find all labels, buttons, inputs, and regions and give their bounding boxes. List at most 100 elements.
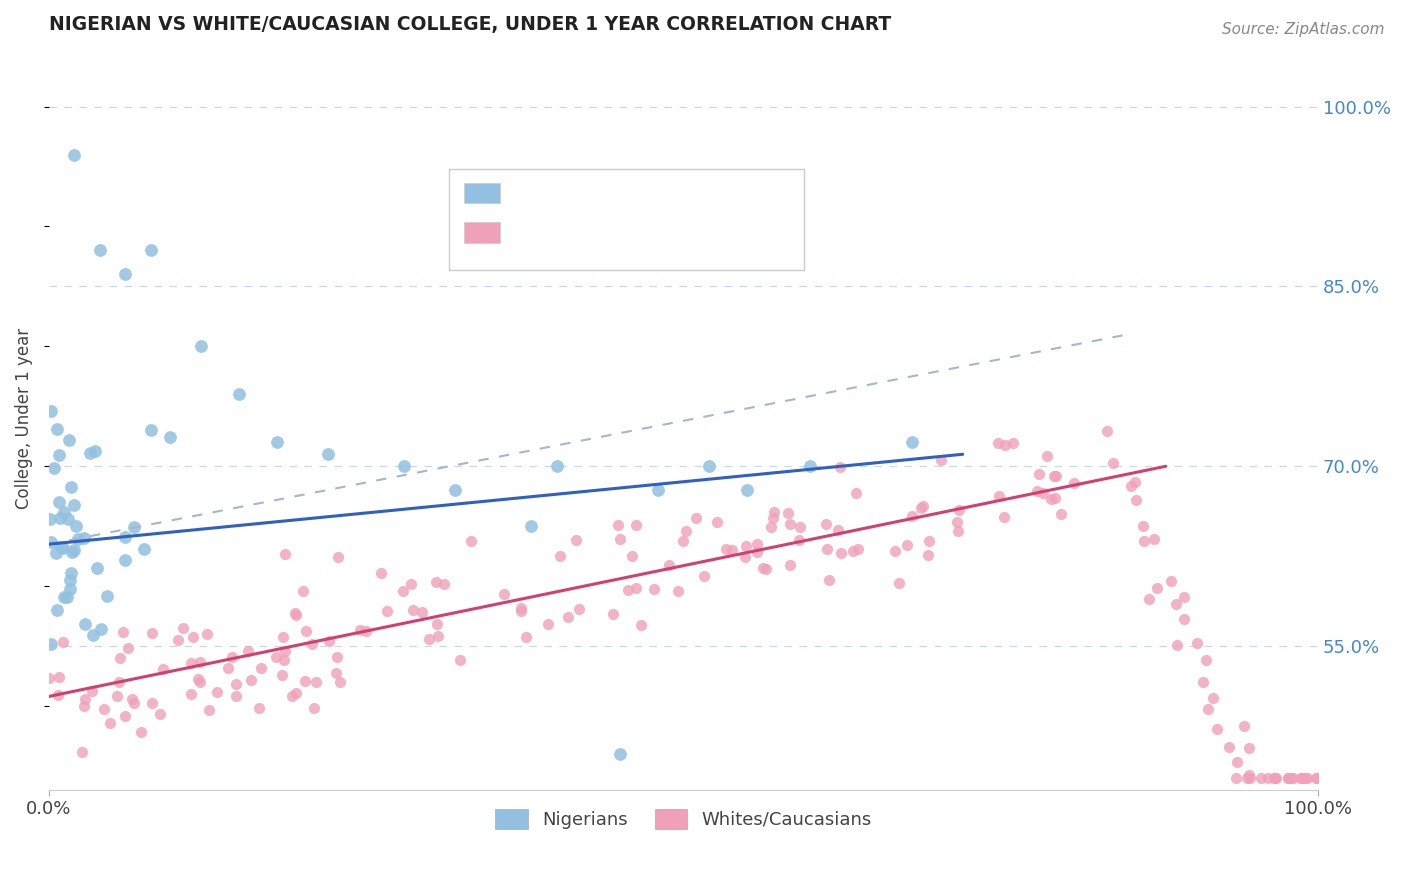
Point (48, 494, 70, 508)
Point (993, 510, 1015, 524)
Point (1032, 486, 1054, 500)
Point (620, 549, 643, 563)
Point (1197, 701, 1219, 715)
Point (375, 604, 398, 618)
Point (62, 545, 84, 559)
Point (1097, 425, 1119, 439)
Point (1132, 519, 1154, 533)
Point (329, 674, 352, 689)
Point (56, 590, 79, 604)
Point (122, 519, 145, 533)
Point (425, 574, 447, 589)
Point (1043, 469, 1066, 483)
Point (901, 508, 924, 523)
Point (734, 550, 756, 565)
Point (181, 630, 204, 644)
Point (658, 558, 681, 572)
Point (789, 520, 811, 534)
Point (721, 543, 744, 558)
Point (1028, 467, 1050, 482)
Point (1194, 653, 1216, 667)
Point (84, 444, 107, 458)
Point (188, 675, 211, 690)
Point (93, 702, 115, 716)
Point (1164, 597, 1187, 611)
Point (159, 430, 181, 444)
Point (515, 630, 537, 644)
Point (326, 650, 349, 665)
Point (58, 582, 80, 596)
Point (121, 692, 143, 706)
Point (38, 671, 60, 685)
Point (197, 703, 219, 717)
Point (302, 701, 325, 715)
Point (122, 696, 145, 710)
Point (60, 480, 83, 494)
Point (114, 709, 136, 723)
Point (236, 644, 259, 658)
Point (911, 499, 934, 513)
Point (190, 339, 212, 353)
Point (205, 684, 228, 698)
Text: R =: R = (512, 223, 553, 242)
Point (281, 689, 304, 703)
Point (426, 616, 449, 631)
Point (89, 244, 111, 258)
Point (1036, 450, 1059, 464)
Point (65, 519, 87, 533)
Point (1296, 771, 1319, 785)
Point (1146, 581, 1168, 595)
Point (1239, 771, 1261, 785)
Point (63, 498, 86, 512)
Point (1143, 532, 1166, 546)
Point (1206, 722, 1229, 736)
Point (427, 629, 450, 643)
Point (675, 524, 697, 538)
Text: 200: 200 (678, 223, 716, 242)
Point (1137, 591, 1160, 606)
Point (901, 435, 924, 450)
Point (1040, 492, 1063, 507)
Point (1050, 507, 1073, 521)
Point (139, 423, 162, 437)
Point (292, 583, 315, 598)
Point (624, 582, 647, 596)
Point (557, 610, 579, 624)
Text: 58: 58 (678, 184, 703, 202)
Point (1133, 534, 1156, 549)
Point (1101, 456, 1123, 470)
Point (62, 543, 84, 558)
Point (180, 656, 202, 670)
Point (132, 541, 155, 556)
Point (630, 618, 652, 632)
Point (73, 531, 96, 545)
Point (82, 683, 104, 698)
Text: Source: ZipAtlas.com: Source: ZipAtlas.com (1222, 22, 1385, 37)
Point (776, 506, 799, 520)
Point (1236, 771, 1258, 785)
Point (301, 637, 323, 651)
Point (946, 515, 969, 529)
Text: 0.695: 0.695 (562, 223, 621, 242)
Point (139, 244, 162, 258)
Point (1279, 771, 1302, 785)
Point (568, 601, 591, 615)
Point (609, 747, 631, 761)
Point (745, 537, 768, 551)
Point (1185, 636, 1208, 650)
Point (73, 698, 96, 713)
Point (929, 453, 952, 467)
Point (1173, 612, 1195, 626)
Point (1305, 771, 1327, 785)
Point (994, 438, 1017, 452)
Point (172, 621, 194, 635)
Point (52, 634, 75, 648)
Point (273, 547, 295, 561)
Point (217, 661, 239, 675)
Point (1291, 771, 1313, 785)
Point (846, 541, 869, 556)
Point (45, 546, 67, 560)
FancyBboxPatch shape (464, 183, 499, 203)
Point (221, 650, 243, 665)
Point (1239, 767, 1261, 781)
